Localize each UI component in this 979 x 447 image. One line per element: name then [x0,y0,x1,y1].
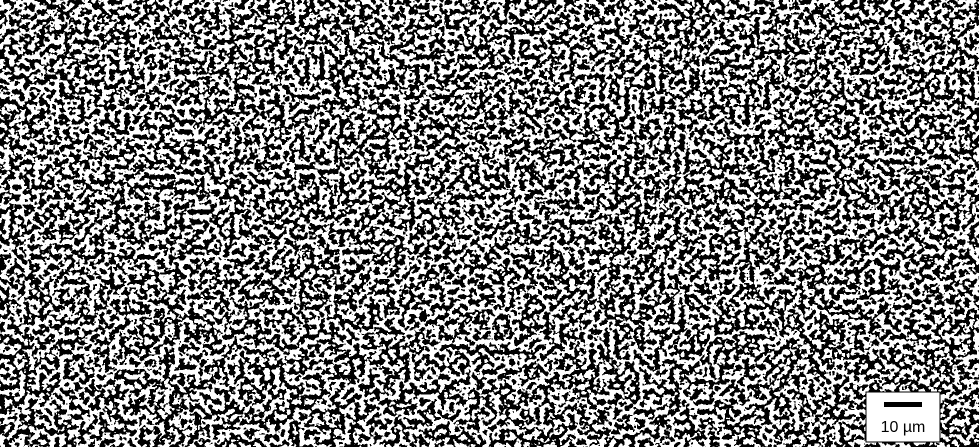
panel-title: Top VIPS layer: ~ 52% [77,14,338,44]
micrograph [545,57,942,447]
scale-bar-box [315,391,401,443]
scale-bar-box [865,391,941,443]
micrograph [8,57,405,447]
scale-bar-label: 10 µm [336,419,381,436]
scale-bar [884,402,922,407]
scale-bar-label: 10 µm [881,419,926,436]
scale-bar [338,402,376,407]
panel-title: Internal STRIPS region: ~ 54.64% [547,14,939,44]
